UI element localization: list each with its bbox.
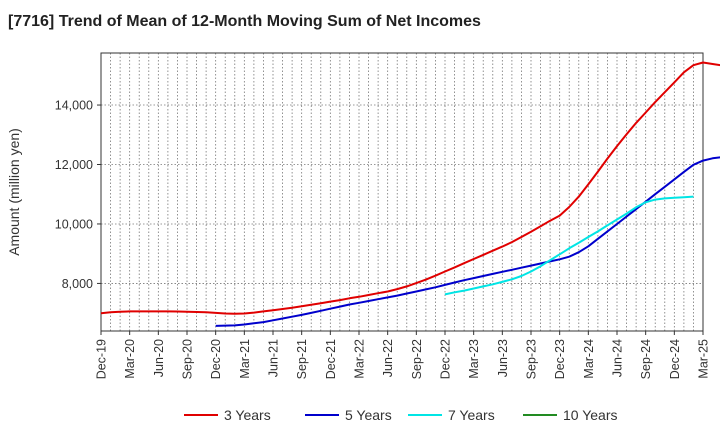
x-tick-label: Jun-20	[152, 339, 166, 377]
x-tick-label: Mar-25	[697, 339, 711, 379]
x-tick-label: Mar-21	[238, 339, 252, 379]
x-tick-label: Jun-21	[267, 339, 281, 377]
grid	[100, 53, 704, 331]
legend-label-5-years: 5 Years	[345, 407, 392, 423]
series-lines	[100, 61, 720, 327]
legend-label-10-years: 10 Years	[563, 407, 618, 423]
x-tick-label: Dec-19	[95, 339, 109, 379]
y-tick-label: 8,000	[62, 277, 93, 291]
x-tick-label: Dec-24	[668, 339, 682, 379]
series-line-7-years	[444, 195, 694, 296]
x-tick-label: Mar-20	[123, 339, 137, 379]
series-line-5-years	[215, 156, 720, 327]
x-tick-label: Jun-23	[496, 339, 510, 377]
x-tick-label: Mar-23	[467, 339, 481, 379]
series-line-3-years	[100, 61, 720, 315]
x-tick-label: Dec-23	[553, 339, 567, 379]
x-tick-label: Sep-24	[639, 339, 653, 379]
plot-frame	[100, 52, 704, 332]
legend-label-7-years: 7 Years	[448, 407, 495, 423]
legend: 3 Years 5 Years 7 Years 10 Years	[184, 407, 618, 423]
y-tick-label: 14,000	[55, 99, 93, 113]
chart-title: [7716] Trend of Mean of 12-Month Moving …	[8, 13, 481, 30]
x-tick-label: Mar-22	[353, 339, 367, 379]
x-tick-label: Sep-22	[410, 339, 424, 379]
x-tick-label: Dec-20	[209, 339, 223, 379]
x-tick-label: Sep-20	[181, 339, 195, 379]
x-tick-label: Dec-22	[439, 339, 453, 379]
legend-label-3-years: 3 Years	[224, 407, 271, 423]
x-tick-label: Sep-21	[295, 339, 309, 379]
x-axis: Dec-19 Mar-20 Jun-20 Sep-20 Dec-20 Mar-21 Jun-…	[95, 331, 711, 379]
y-axis-title: Amount (million yen)	[6, 128, 22, 256]
y-tick-label: 10,000	[55, 217, 93, 231]
y-tick-label: 12,000	[55, 158, 93, 172]
x-tick-label: Sep-23	[525, 339, 539, 379]
y-axis: 8,000 10,000 12,000 14,000	[55, 99, 101, 291]
x-tick-label: Mar-24	[582, 339, 596, 379]
x-tick-label: Dec-21	[324, 339, 338, 379]
x-tick-label: Jun-22	[381, 339, 395, 377]
x-tick-label: Jun-24	[611, 339, 625, 377]
